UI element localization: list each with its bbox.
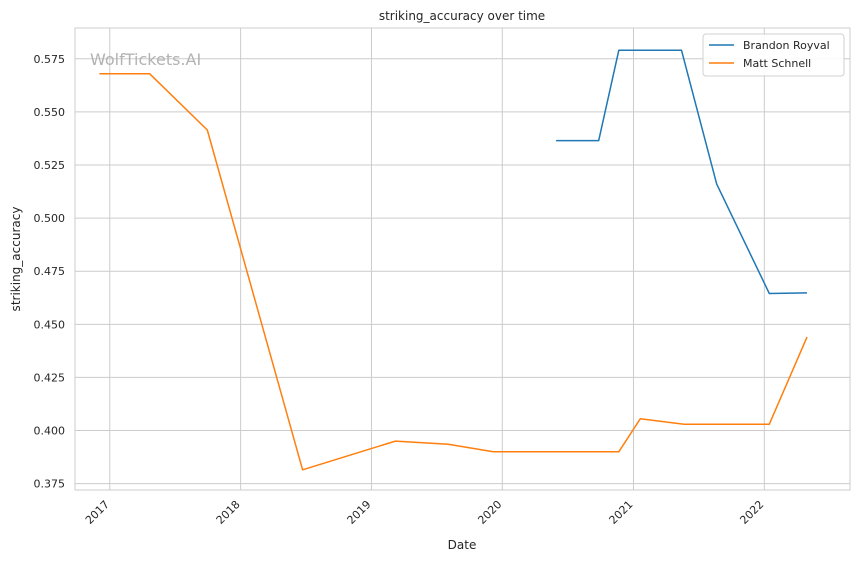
y-tick-label: 0.450 <box>34 318 66 331</box>
plot-area <box>74 27 851 491</box>
legend-label-brandon-royval: Brandon Royval <box>743 39 830 52</box>
legend-label-matt-schnell: Matt Schnell <box>743 57 811 70</box>
grid-lines <box>75 28 850 490</box>
y-tick-label: 0.575 <box>34 53 66 66</box>
y-tick-label: 0.375 <box>34 478 66 491</box>
y-axis-title: striking_accuracy <box>9 207 23 312</box>
series-line-matt-schnell <box>99 72 808 471</box>
x-tick-label: 2021 <box>607 498 636 527</box>
y-tick-label: 0.425 <box>34 371 66 384</box>
series-layer <box>99 49 808 471</box>
x-tick-label: 2019 <box>345 498 374 527</box>
x-tick-label: 2017 <box>83 498 112 527</box>
y-tick-label: 0.550 <box>34 106 66 119</box>
watermark: WolfTickets.AI <box>90 50 201 69</box>
y-tick-label: 0.475 <box>34 265 66 278</box>
legend: Brandon Royval Matt Schnell <box>702 33 845 77</box>
y-tick-label: 0.400 <box>34 425 66 438</box>
series-line-brandon-royval <box>556 49 808 295</box>
y-tick-label: 0.500 <box>34 212 66 225</box>
x-tick-label: 2018 <box>214 498 243 527</box>
x-axis-title: Date <box>448 538 477 552</box>
x-tick-label: 2020 <box>475 498 504 527</box>
x-tick-label: 2022 <box>737 498 766 527</box>
x-axis-ticks: 2017 2018 2019 2020 2021 2022 <box>83 498 767 527</box>
legend-box <box>702 33 845 77</box>
y-axis-ticks: 0.375 0.400 0.425 0.450 0.475 0.500 0.525 0.550… <box>34 53 66 491</box>
chart-title: striking_accuracy over time <box>379 9 545 23</box>
y-tick-label: 0.525 <box>34 159 66 172</box>
